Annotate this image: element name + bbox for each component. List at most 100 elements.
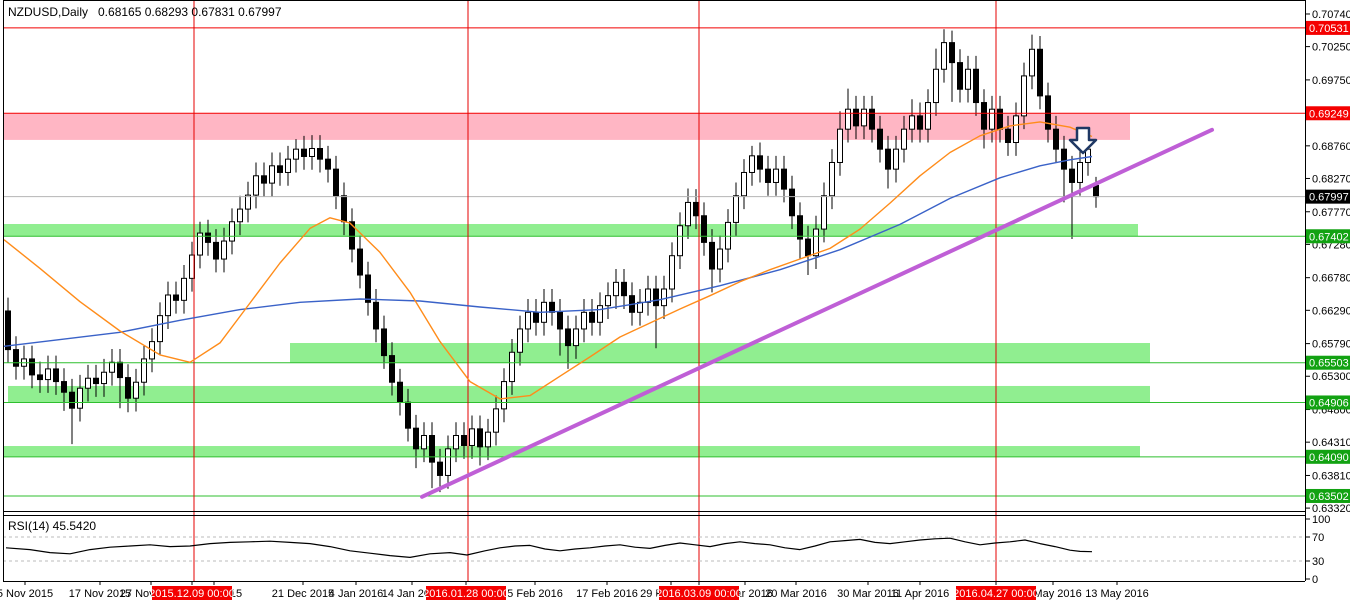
bear-candle bbox=[301, 148, 307, 157]
support-zone-0674[interactable] bbox=[3, 224, 1138, 237]
bear-candle bbox=[429, 435, 435, 463]
bull-candle bbox=[77, 387, 83, 409]
bear-candle bbox=[589, 311, 595, 323]
bull-candle bbox=[85, 377, 91, 389]
bull-candle bbox=[109, 361, 115, 373]
ascending-trendline[interactable] bbox=[420, 127, 1214, 499]
bull-candle bbox=[493, 408, 499, 433]
price-tick-label: 0.70250 bbox=[1312, 42, 1350, 54]
bull-candle bbox=[141, 358, 147, 383]
bull-candle bbox=[933, 68, 939, 104]
bull-candle bbox=[309, 147, 315, 157]
bear-candle bbox=[805, 238, 811, 257]
bear-candle bbox=[1037, 48, 1043, 97]
bull-candle bbox=[509, 351, 515, 383]
bear-candle bbox=[565, 328, 571, 347]
time-badge-label: 2016.01.28 00:00 bbox=[423, 588, 509, 600]
time-badge-label: 2015.12.09 00:00 bbox=[149, 588, 235, 600]
bull-candle bbox=[645, 288, 651, 303]
bear-candle bbox=[621, 281, 627, 297]
bear-candle bbox=[461, 435, 467, 446]
time-tick-label: 5 Nov 2015 bbox=[0, 588, 53, 600]
bull-candle bbox=[181, 277, 187, 301]
bull-candle bbox=[1077, 161, 1083, 183]
vertical-date-lines bbox=[193, 0, 997, 581]
bear-candle bbox=[885, 148, 891, 170]
price-badge-label: 0.67402 bbox=[1309, 231, 1349, 243]
bear-candle bbox=[557, 311, 563, 330]
bear-candle bbox=[981, 102, 987, 130]
bull-candle bbox=[829, 161, 835, 197]
rsi-line bbox=[5, 537, 1093, 559]
bull-candle bbox=[901, 128, 907, 150]
bear-candle bbox=[397, 381, 403, 403]
time-tick-label: 11 Apr 2016 bbox=[891, 588, 950, 600]
bear-candle bbox=[701, 215, 707, 243]
support-zone-0641[interactable] bbox=[3, 446, 1140, 457]
price-tick-label: 0.70740 bbox=[1312, 9, 1350, 21]
bull-candle bbox=[845, 108, 851, 130]
time-badge bbox=[152, 586, 232, 600]
bear-candle bbox=[5, 310, 11, 351]
bull-candle bbox=[525, 311, 531, 330]
bear-candle bbox=[1005, 128, 1011, 144]
bear-candle bbox=[549, 301, 555, 313]
bear-candle bbox=[317, 147, 323, 160]
bear-candle bbox=[653, 288, 659, 307]
bull-candle bbox=[613, 281, 619, 297]
bull-candle bbox=[741, 171, 747, 197]
time-tick-label: 17 Nov 2015 bbox=[69, 588, 131, 600]
price-tick-label: 0.65300 bbox=[1312, 371, 1350, 383]
bull-candle bbox=[813, 228, 819, 257]
time-badge bbox=[659, 586, 739, 600]
bull-candle bbox=[1029, 48, 1035, 77]
support-zone-0655[interactable] bbox=[290, 343, 1150, 363]
bear-candle bbox=[957, 62, 963, 90]
bear-candle bbox=[389, 355, 395, 383]
bull-candle bbox=[469, 428, 475, 446]
bull-candle bbox=[989, 108, 995, 130]
bull-candle bbox=[605, 295, 611, 307]
pane-borders bbox=[3, 0, 1306, 582]
bear-candle bbox=[1093, 184, 1099, 198]
bear-candle bbox=[405, 401, 411, 429]
bull-candle bbox=[581, 311, 587, 330]
time-tick-label: 30 Mar 2016 bbox=[837, 588, 899, 600]
bear-candle bbox=[437, 461, 443, 476]
bull-candle bbox=[677, 225, 683, 257]
support-zone-0649[interactable] bbox=[8, 385, 1150, 403]
price-badge bbox=[1306, 106, 1350, 121]
bear-candle bbox=[797, 215, 803, 240]
bull-candle bbox=[821, 195, 827, 230]
bull-candle bbox=[101, 371, 107, 385]
time-tick-label: 21 Dec 2015 bbox=[272, 588, 334, 600]
price-badge-label: 0.65503 bbox=[1309, 358, 1349, 370]
bear-candle bbox=[365, 274, 371, 303]
ma-fast-line bbox=[3, 121, 1093, 400]
bull-candle bbox=[773, 168, 779, 183]
bear-candle bbox=[997, 108, 1003, 130]
price-tick-label: 0.68760 bbox=[1312, 141, 1350, 153]
bull-candle bbox=[133, 381, 139, 399]
resistance-zone[interactable] bbox=[3, 113, 1130, 140]
bear-candle bbox=[93, 377, 99, 385]
rsi-scale-label: 100 bbox=[1312, 514, 1330, 526]
bear-candle bbox=[693, 201, 699, 217]
zones-layer bbox=[3, 113, 1150, 457]
bull-candle bbox=[197, 232, 203, 256]
bull-candle bbox=[1021, 75, 1027, 117]
bull-candle bbox=[597, 305, 603, 323]
bull-candle bbox=[517, 328, 523, 353]
bear-candle bbox=[413, 427, 419, 450]
price-tick-label: 0.66290 bbox=[1312, 305, 1350, 317]
bear-candle bbox=[213, 241, 219, 260]
rsi-scale-label: 0 bbox=[1312, 574, 1318, 586]
down-arrow-annotation[interactable] bbox=[1068, 126, 1098, 155]
time-tick-label: 5 Feb 2016 bbox=[507, 588, 563, 600]
bull-candle bbox=[573, 328, 579, 347]
bull-candle bbox=[157, 315, 163, 343]
